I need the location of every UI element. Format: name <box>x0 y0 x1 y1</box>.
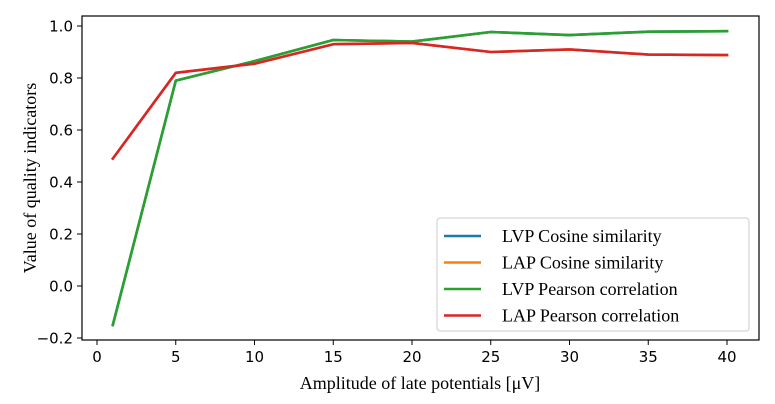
y-axis: −0.2 0.0 0.2 0.4 0.6 0.8 1.0 <box>37 18 82 348</box>
legend-label: LAP Cosine similarity <box>502 253 663 273</box>
x-tick-label: 0 <box>92 348 102 366</box>
legend-label: LVP Cosine similarity <box>502 226 662 246</box>
x-tick-label: 15 <box>324 348 343 366</box>
legend-item: LAP Pearson correlation <box>444 306 679 326</box>
x-axis-title: Amplitude of late potentials [μV] <box>300 373 541 393</box>
x-tick-label: 5 <box>171 348 181 366</box>
y-tick-label: 0.6 <box>49 122 73 140</box>
series-line-lvp-pearson-correlation <box>111 29 729 327</box>
series-line-lap-cosine-similarity <box>110 41 729 161</box>
y-tick-label: 0.0 <box>49 278 73 296</box>
x-tick-label: 40 <box>717 348 736 366</box>
legend-item: LAP Cosine similarity <box>444 253 663 273</box>
y-tick-label: −0.2 <box>37 330 73 348</box>
legend-label: LAP Pearson correlation <box>502 306 679 326</box>
y-tick-label: 1.0 <box>49 18 73 36</box>
legend-box <box>436 217 750 332</box>
legend-item: LVP Pearson correlation <box>444 279 678 299</box>
series-line-lap-pearson-correlation <box>110 41 729 161</box>
legend-label: LVP Pearson correlation <box>502 279 678 299</box>
plot-frame <box>81 15 760 341</box>
x-tick-label: 30 <box>560 348 579 366</box>
x-tick-label: 20 <box>402 348 421 366</box>
x-tick-label: 10 <box>245 348 264 366</box>
y-tick-label: 0.8 <box>49 70 73 88</box>
x-tick-label: 25 <box>481 348 500 366</box>
legend: LVP Cosine similarity LAP Cosine similari… <box>436 217 750 332</box>
x-tick-label: 35 <box>639 348 658 366</box>
x-axis: 0 5 10 15 20 25 30 35 40 <box>92 340 737 366</box>
y-axis-title: Value of quality indicators <box>20 83 40 273</box>
y-tick-label: 0.2 <box>49 226 73 244</box>
plot-lines <box>110 29 729 327</box>
y-tick-label: 0.4 <box>49 174 73 192</box>
legend-item: LVP Cosine similarity <box>444 226 662 246</box>
